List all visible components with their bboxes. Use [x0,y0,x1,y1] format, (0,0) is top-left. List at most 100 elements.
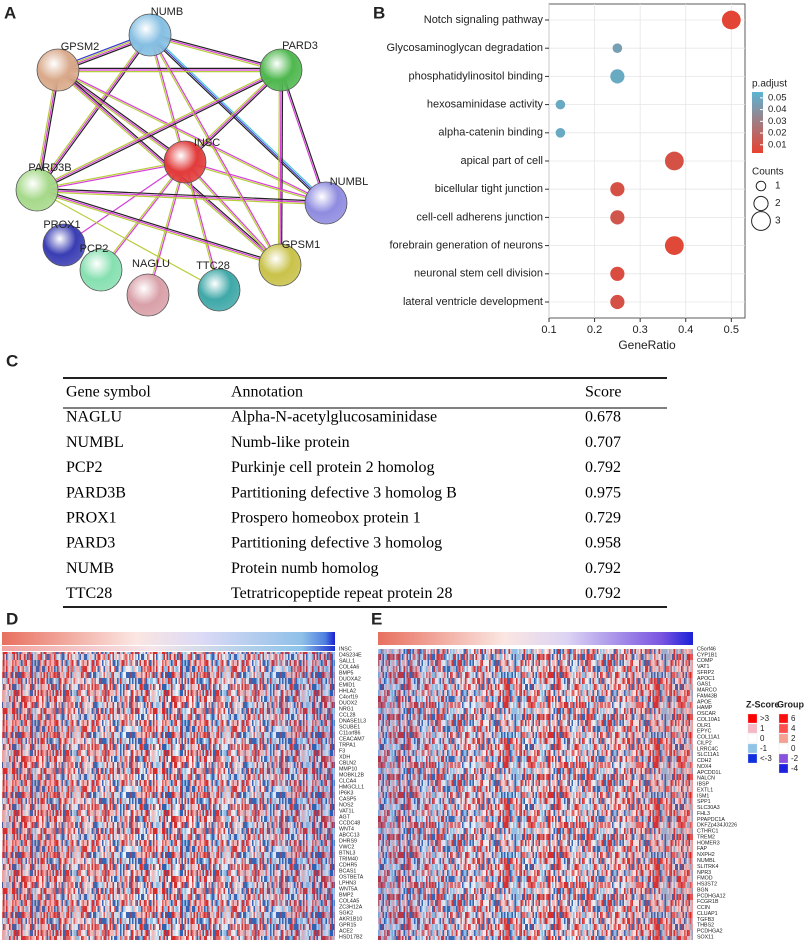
network-edge [149,34,282,71]
table-cell: 0.707 [585,434,621,451]
table: Gene symbol Annotation Score NAGLU Alpha-N-a… [63,377,667,608]
node-label: PARD3B [28,162,71,174]
network-edge [35,33,150,190]
gene-label: SLC11A1 [697,752,719,758]
node-label: TTC28 [196,260,230,272]
network-edge [150,33,328,203]
dot [610,182,625,197]
x-tick-label: 0.3 [633,324,648,336]
gene-label: TGFB3 [697,917,714,923]
y-tick-label: Notch signaling pathway [424,14,544,26]
colorbar [752,92,763,153]
network-edge [148,35,326,205]
size-legend-label: 2 [775,198,781,209]
table-cell: 0.792 [585,560,621,577]
colorbar-label: 0.02 [768,128,787,139]
network-edge [101,162,187,271]
network-edge [99,161,185,270]
network-edge [184,162,326,205]
table-cell: 0.792 [585,585,621,602]
gene-label: CBLN2 [339,760,356,766]
dot [555,128,566,138]
legend-swatch [747,723,758,734]
gene-label: HS3ST2 [697,882,717,888]
gene-label: NRG1 [339,706,354,712]
gene-label: SPP1 [697,799,711,805]
network-edge [36,68,281,190]
network-edge [37,35,152,192]
table-cell: NUMBL [66,434,124,451]
table-cell: PROX1 [66,509,117,526]
network-edge [36,160,185,190]
x-tick-label: 0.2 [587,324,602,336]
gene-label: MARCO [697,688,717,694]
gene-label: INSC [339,646,352,652]
network-edge [150,32,282,70]
gene-label: PCDHGA2 [697,929,723,935]
gene-label: BMP2 [339,892,353,898]
network-node [128,13,172,57]
size-legend-mark [755,180,767,192]
gene-label: TRPA1 [339,742,356,748]
legend-swatch [747,733,758,744]
table-cell: Partitioning defective 3 homolog [231,535,442,552]
legend-label: 0 [760,734,765,743]
gene-label: DHRS9 [339,838,357,844]
gene-label: WNT5A [339,886,358,892]
gene-label: IP6K3 [339,790,353,796]
network-node [259,48,303,92]
gene-label: XDH [339,754,350,760]
network-node [36,48,80,92]
table-cell: 0.678 [585,409,621,426]
gene-label: SGK2 [339,910,353,916]
x-tick-label: 0.5 [724,324,739,336]
gene-label: ZC3H12A [339,904,363,910]
gene-label: WNT4 [339,826,354,832]
network-node [163,140,207,184]
gene-label: THBS2 [697,923,714,929]
network-edge [185,160,327,203]
gene-label: SCUBE1 [339,724,360,730]
table-cell: PCP2 [66,459,102,476]
network-edge [148,35,280,266]
gene-label: CTHRC1 [697,829,719,835]
legend-label: -4 [791,764,799,773]
network-edge [37,162,186,192]
legend-swatch [747,753,758,764]
size-legend-mark [753,195,769,212]
dot [612,43,623,53]
group-bar [2,646,335,651]
gene-label: SFRP2 [697,670,714,676]
gene-label: FHL3 [697,811,710,817]
heatmap-tint [378,649,693,940]
gene-label: APOC1 [697,676,715,682]
dot [721,10,741,30]
gene-label: CILP2 [697,740,712,746]
size-legend-mark [751,211,771,231]
node-label: NUMBL [330,176,369,188]
legend-label: >3 [760,714,770,723]
gene-label: BMP5 [339,670,353,676]
y-tick-label: forebrain generation of neurons [390,240,544,252]
table-cell: PARD3 [66,535,115,552]
legend-swatch [778,733,789,744]
node-label: NUMB [151,6,183,18]
gene-label: CCIN [697,905,710,911]
gene-label: NUMBL [697,858,716,864]
gene-label: LRRC4C [697,746,718,752]
gene-label: AKR1B10 [339,916,362,922]
gene-label: HHLA2 [339,688,356,694]
gene-label: MOBKL2B [339,772,364,778]
gene-label: HOMER3 [697,840,720,846]
table-header: Annotation [231,384,303,401]
table-cell: Purkinje cell protein 2 homolog [231,459,435,476]
gene-label: ABCC13 [339,832,360,838]
gene-label: DUOX2 [339,700,357,706]
table-cell: Alpha-N-acetylglucosaminidase [231,409,437,426]
gene-label: F3 [339,748,345,754]
dot [610,294,625,310]
table-cell: Numb-like protein [231,434,350,451]
table-cell: TTC28 [66,585,112,602]
gene-label: CASP5 [339,796,356,802]
network-edge [279,69,282,266]
